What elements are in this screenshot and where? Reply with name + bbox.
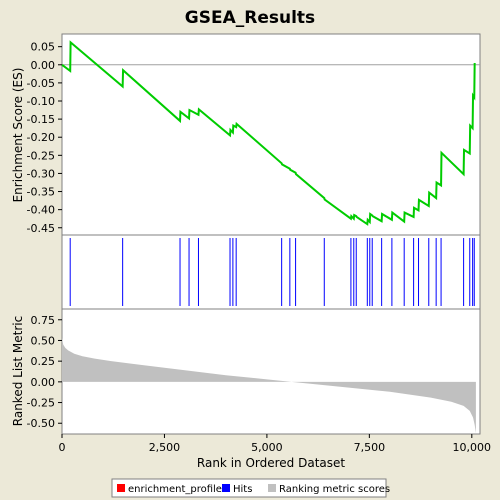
es-y-axis: 0.05 0.00 -0.05 -0.10 -0.15 -0.20 -0.25 -0.30 -0…: [27, 41, 62, 235]
legend-swatch-ranking-metric: [268, 484, 276, 492]
legend-swatch-hits: [222, 484, 230, 492]
hits-panel: [61, 234, 481, 310]
legend-label-ranking-metric: Ranking metric scores: [279, 484, 390, 495]
ranking-metric-fill: [62, 337, 476, 434]
es-y-tick-label: -0.40: [27, 204, 55, 217]
metric-y-tick-label: 0.00: [31, 376, 56, 389]
legend-label-hits: Hits: [233, 484, 252, 495]
hit-markers: [69, 238, 475, 306]
metric-y-tick-label: 0.50: [31, 334, 56, 347]
metric-y-tick-label: -0.50: [27, 417, 55, 430]
x-axis-label: Rank in Ordered Dataset: [197, 456, 345, 470]
x-tick-label: 5,000: [251, 441, 283, 454]
es-y-axis-label: Enrichment Score (ES): [11, 68, 25, 203]
enrichment-profile-line: [61, 40, 476, 226]
es-y-tick-label: -0.05: [27, 77, 55, 90]
es-y-tick-label: -0.25: [27, 149, 55, 162]
es-y-tick-label: -0.15: [27, 113, 55, 126]
es-y-tick-label: -0.20: [27, 131, 55, 144]
legend: enrichment_profile Hits Ranking metric s…: [111, 478, 390, 498]
es-y-tick-label: 0.05: [31, 41, 56, 54]
x-tick-label: 10,000: [453, 441, 492, 454]
x-tick-label: 0: [59, 441, 66, 454]
es-y-tick-label: 0.00: [31, 59, 56, 72]
ranking-metric-area: [62, 337, 476, 434]
x-tick-label: 2,500: [149, 441, 181, 454]
legend-box: [111, 478, 387, 498]
metric-y-tick-label: 0.25: [31, 355, 56, 368]
metric-y-tick-label: -0.25: [27, 397, 55, 410]
es-y-tick-label: -0.45: [27, 222, 55, 235]
legend-label-enrichment-profile: enrichment_profile: [128, 484, 222, 495]
x-axis: 0 2,500 5,000 7,500 10,000: [59, 434, 492, 454]
legend-swatch-enrichment-profile: [117, 484, 125, 492]
metric-y-axis-label: Ranked List Metric: [11, 316, 25, 426]
metric-y-tick-label: 0.75: [31, 314, 56, 327]
es-y-tick-label: -0.30: [27, 167, 55, 180]
es-y-tick-label: -0.35: [27, 186, 55, 199]
es-y-tick-label: -0.10: [27, 95, 55, 108]
enrichment-profile-path: [61, 40, 476, 226]
x-tick-label: 7,500: [354, 441, 386, 454]
metric-y-axis: 0.75 0.50 0.25 0.00 -0.25 -0.50: [27, 314, 62, 430]
chart-title: GSEA_Results: [185, 8, 315, 28]
es-panel: [61, 33, 481, 236]
